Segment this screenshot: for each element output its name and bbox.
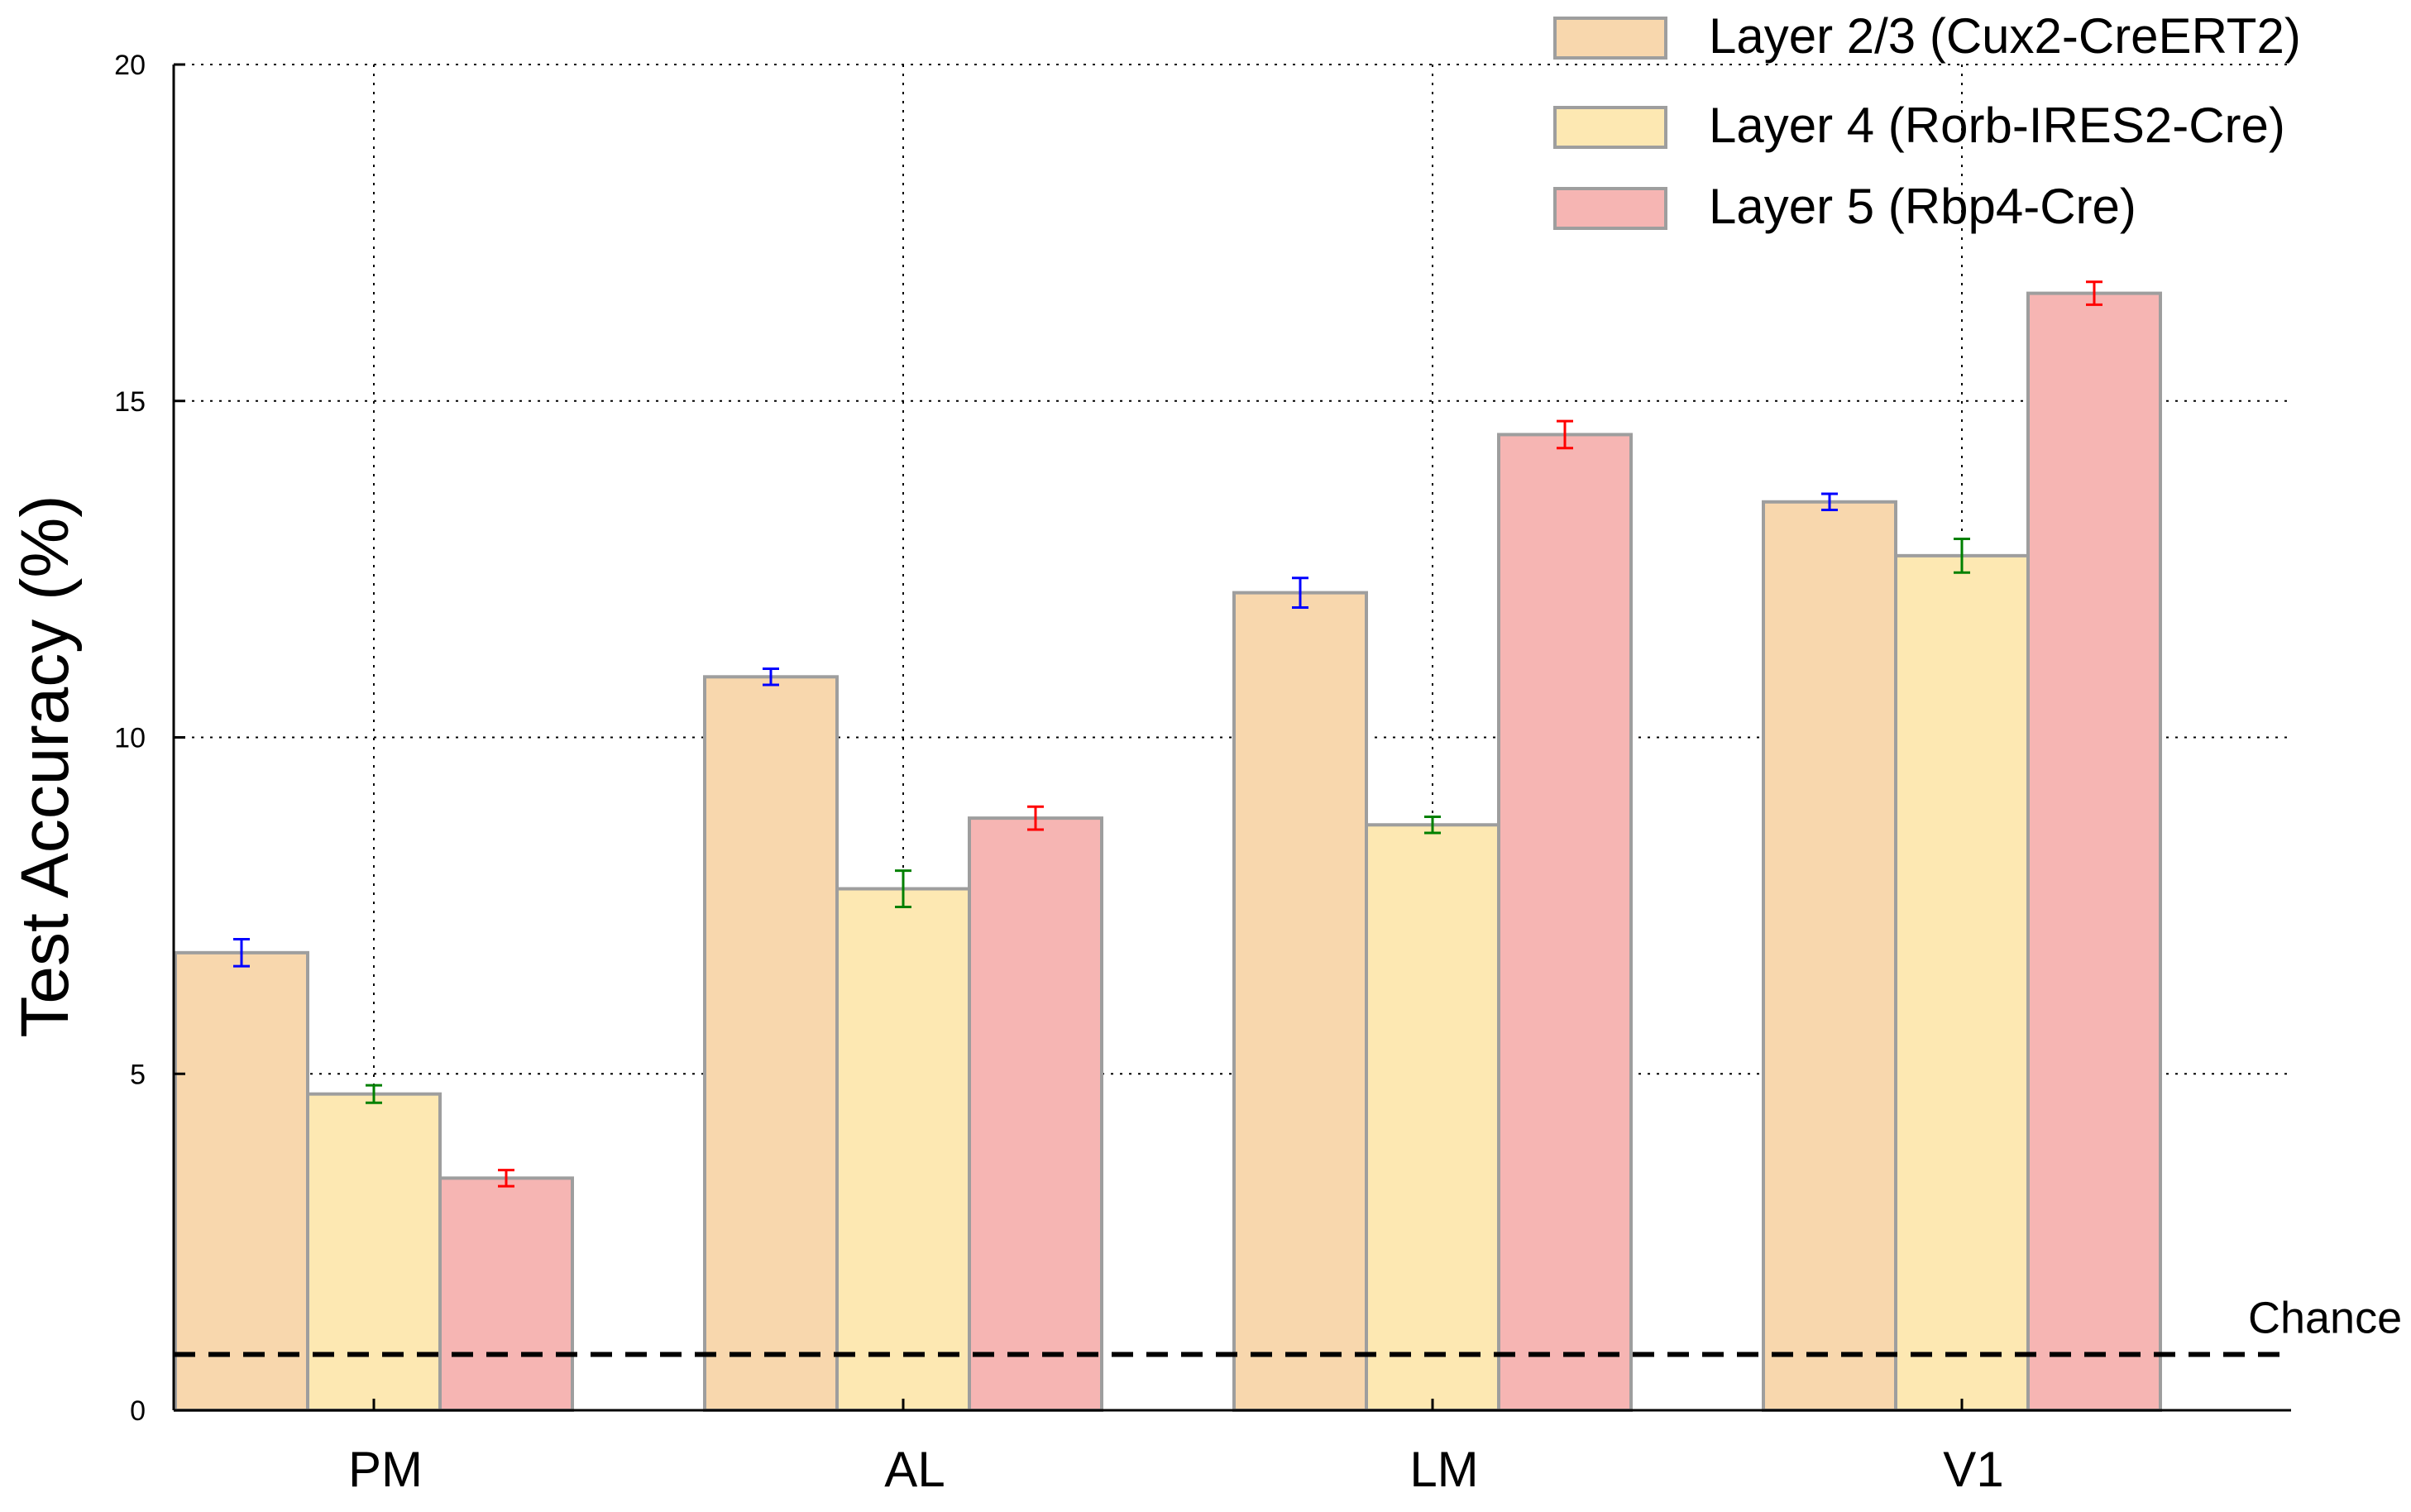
bar <box>1232 591 1368 1412</box>
x-tick-label: V1 <box>1943 1442 2003 1497</box>
legend: Layer 2/3 (Cux2-CreERT2) Layer 4 (Rorb-IR… <box>1553 8 2301 234</box>
legend-label: Layer 5 (Rbp4-Cre) <box>1709 179 2136 234</box>
bar <box>438 1176 574 1413</box>
chance-line-group: Chance <box>174 1293 2402 1357</box>
x-tick-label: LM <box>1409 1442 1478 1497</box>
error-bars <box>233 280 2102 1188</box>
legend-swatch <box>1553 106 1667 149</box>
legend-swatch <box>1553 187 1667 230</box>
legend-label: Layer 4 (Rorb-IRES2-Cre) <box>1709 98 2285 153</box>
x-tick-labels: PM AL LM V1 <box>348 1399 2004 1497</box>
chance-label: Chance <box>2248 1293 2402 1342</box>
bar <box>703 675 839 1412</box>
bar <box>1894 553 2030 1412</box>
bar <box>2026 291 2162 1413</box>
bar <box>306 1092 442 1413</box>
legend-label: Layer 2/3 (Cux2-CreERT2) <box>1709 8 2301 64</box>
x-tick-label: AL <box>884 1442 945 1497</box>
bars <box>174 291 2162 1413</box>
x-tick-label: PM <box>348 1442 423 1497</box>
y-ticks: 0 5 10 15 20 <box>114 50 185 1427</box>
bar <box>1762 500 1897 1412</box>
y-axis-title: Test Accuracy (%) <box>7 495 83 1037</box>
y-tick-label: 15 <box>114 386 146 418</box>
bar <box>1497 433 1633 1412</box>
y-tick-label: 10 <box>114 723 146 754</box>
y-tick-label: 0 <box>130 1395 146 1427</box>
bar <box>968 816 1103 1412</box>
y-tick-label: 20 <box>114 50 146 81</box>
bar <box>174 950 309 1412</box>
bar <box>1365 823 1500 1412</box>
y-tick-label: 5 <box>130 1059 146 1090</box>
bar <box>835 887 971 1412</box>
legend-swatch <box>1553 17 1667 60</box>
